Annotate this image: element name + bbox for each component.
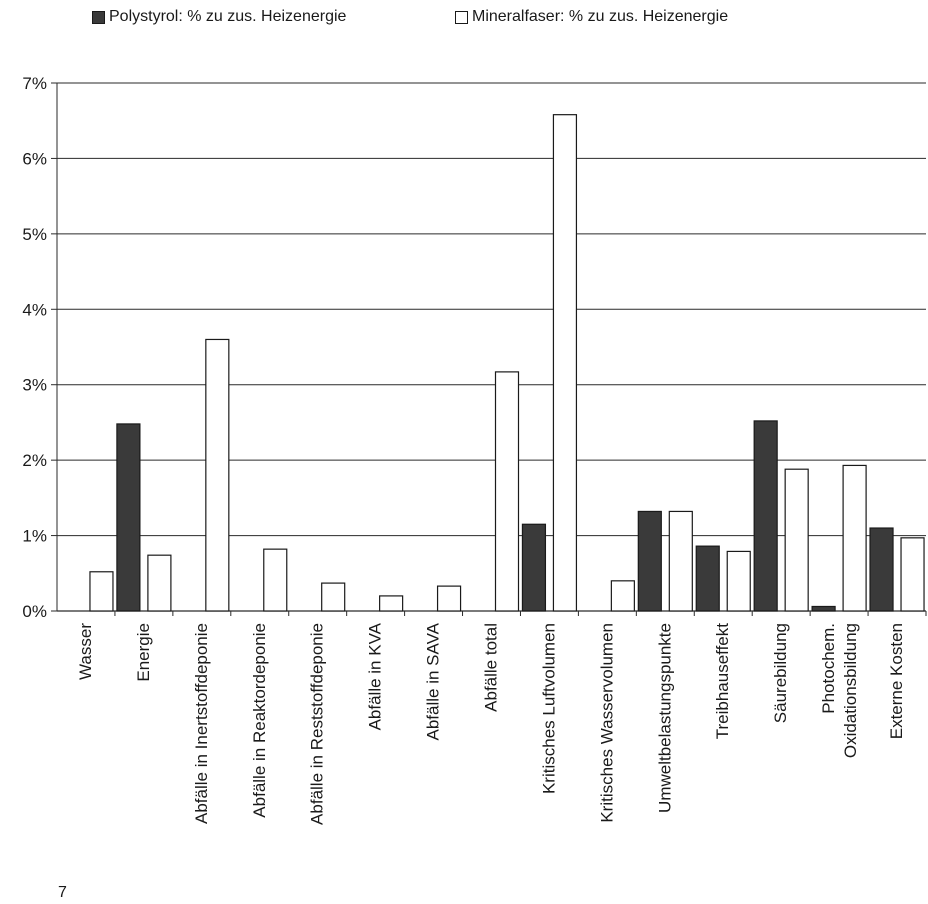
x-category-label: Säurebildung xyxy=(771,623,790,723)
bar-polystyrol xyxy=(521,523,547,612)
x-category-label: Externe Kosten xyxy=(887,623,906,739)
bar-mineralfaser xyxy=(263,548,288,612)
x-category-label: Kritisches Luftvolumen xyxy=(539,623,558,794)
y-tick-label: 1% xyxy=(22,527,47,546)
y-tick-label: 3% xyxy=(22,376,47,395)
x-category-label: Abfälle total xyxy=(482,623,501,712)
bar-polystyrol xyxy=(116,423,141,612)
x-category-label: Photochem. Oxidationsbildung xyxy=(819,623,860,758)
bar-mineralfaser xyxy=(321,582,346,612)
bar-polystyrol xyxy=(753,420,778,612)
bar-mineralfaser xyxy=(726,550,751,612)
x-category-label: Kritisches Wasservolumen xyxy=(597,623,616,823)
y-tick-label: 5% xyxy=(22,225,47,244)
bar-chart: 0% 1% 2% 3% 4% 5% 6% 7% Wasser Energie Abfälle in … xyxy=(22,74,927,825)
bar-mineralfaser xyxy=(379,595,404,612)
bar-polystyrol xyxy=(695,545,720,612)
legend-label: Polystyrol: % zu zus. Heizenergie xyxy=(109,8,347,25)
bar-mineralfaser xyxy=(205,338,230,612)
bar-mineralfaser xyxy=(842,464,867,612)
x-category-label: Energie xyxy=(134,623,153,682)
y-tick-label: 2% xyxy=(22,451,47,470)
bar-mineralfaser xyxy=(89,571,114,612)
bar-polystyrol xyxy=(637,510,662,612)
x-category-label: Abfälle in Reaktordeponie xyxy=(250,623,269,818)
x-category-label: Abfälle in Inertstoffdeponie xyxy=(192,623,211,824)
bar-mineralfaser xyxy=(900,537,925,612)
legend: Polystyrol: % zu zus. Heizenergie Mineral… xyxy=(0,8,928,34)
y-tick-label: 6% xyxy=(22,149,47,168)
y-tick-label: 7% xyxy=(22,74,47,93)
legend-label: Mineralfaser: % zu zus. Heizenergie xyxy=(472,8,729,25)
y-tick-label: 4% xyxy=(22,300,47,319)
x-category-label: Abfälle in KVA xyxy=(366,622,385,730)
x-category-label: Abfälle in SAVA xyxy=(424,622,443,740)
x-category-label: Umweltbelastungspunkte xyxy=(655,623,674,813)
bar-polystyrol xyxy=(811,605,836,612)
y-tick-label: 0% xyxy=(22,602,47,621)
page-number: 7 xyxy=(58,884,67,901)
legend-swatch xyxy=(92,10,105,24)
legend-swatch xyxy=(455,10,468,24)
bar-mineralfaser xyxy=(668,510,693,612)
legend-item: Mineralfaser: % zu zus. Heizenergie xyxy=(455,8,728,26)
x-category-label: Wasser xyxy=(76,623,95,680)
x-category-label: Abfälle in Reststoffdeponie xyxy=(308,623,327,825)
bar-mineralfaser xyxy=(436,585,462,612)
x-category-label: Treibhauseffekt xyxy=(713,623,732,740)
bar-mineralfaser xyxy=(147,554,172,612)
bar-mineralfaser xyxy=(494,371,520,612)
bar-mineralfaser xyxy=(552,114,578,612)
legend-item: Polystyrol: % zu zus. Heizenergie xyxy=(92,8,346,26)
bar-mineralfaser xyxy=(610,580,635,612)
bar-mineralfaser xyxy=(784,468,809,612)
bar-polystyrol xyxy=(869,527,894,612)
